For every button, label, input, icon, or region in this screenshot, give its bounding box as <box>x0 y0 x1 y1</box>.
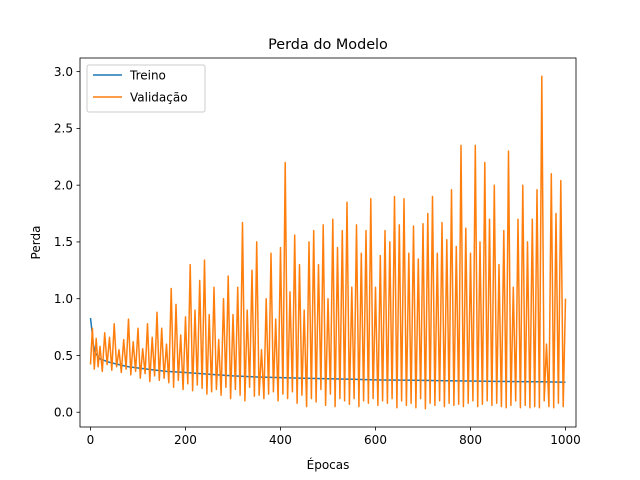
plot-area <box>79 57 577 428</box>
series-line-1 <box>89 75 567 410</box>
legend: Treino Validação <box>86 64 206 113</box>
y-tick-label: 0.5 <box>54 349 73 363</box>
y-tick-label: 2.5 <box>54 122 73 136</box>
x-tick-label: 800 <box>459 433 482 447</box>
y-tick-label: 1.5 <box>54 235 73 249</box>
x-tick-label: 400 <box>269 433 292 447</box>
y-tick-label: 1.0 <box>54 292 73 306</box>
x-axis-ticks: 0 200 400 600 800 1000 <box>87 427 581 447</box>
x-tick-label: 0 <box>87 433 95 447</box>
chart-title: Perda do Modelo <box>268 37 388 53</box>
x-tick-label: 200 <box>174 433 197 447</box>
x-tick-label: 1000 <box>550 433 581 447</box>
y-tick-label: 0.0 <box>54 406 73 420</box>
x-tick-label: 600 <box>364 433 387 447</box>
legend-label-treino: Treino <box>129 69 166 83</box>
y-tick-label: 2.0 <box>54 178 73 192</box>
legend-label-validacao: Validação <box>130 91 188 105</box>
axes-frame <box>79 57 577 428</box>
y-axis-label: Perda <box>29 226 43 260</box>
series-layer <box>89 75 567 410</box>
y-axis-ticks: 0.0 0.5 1.0 1.5 2.0 2.5 3.0 <box>54 65 80 420</box>
legend-box <box>86 64 206 113</box>
x-axis-label: Épocas <box>307 457 350 472</box>
y-tick-label: 3.0 <box>54 65 73 79</box>
